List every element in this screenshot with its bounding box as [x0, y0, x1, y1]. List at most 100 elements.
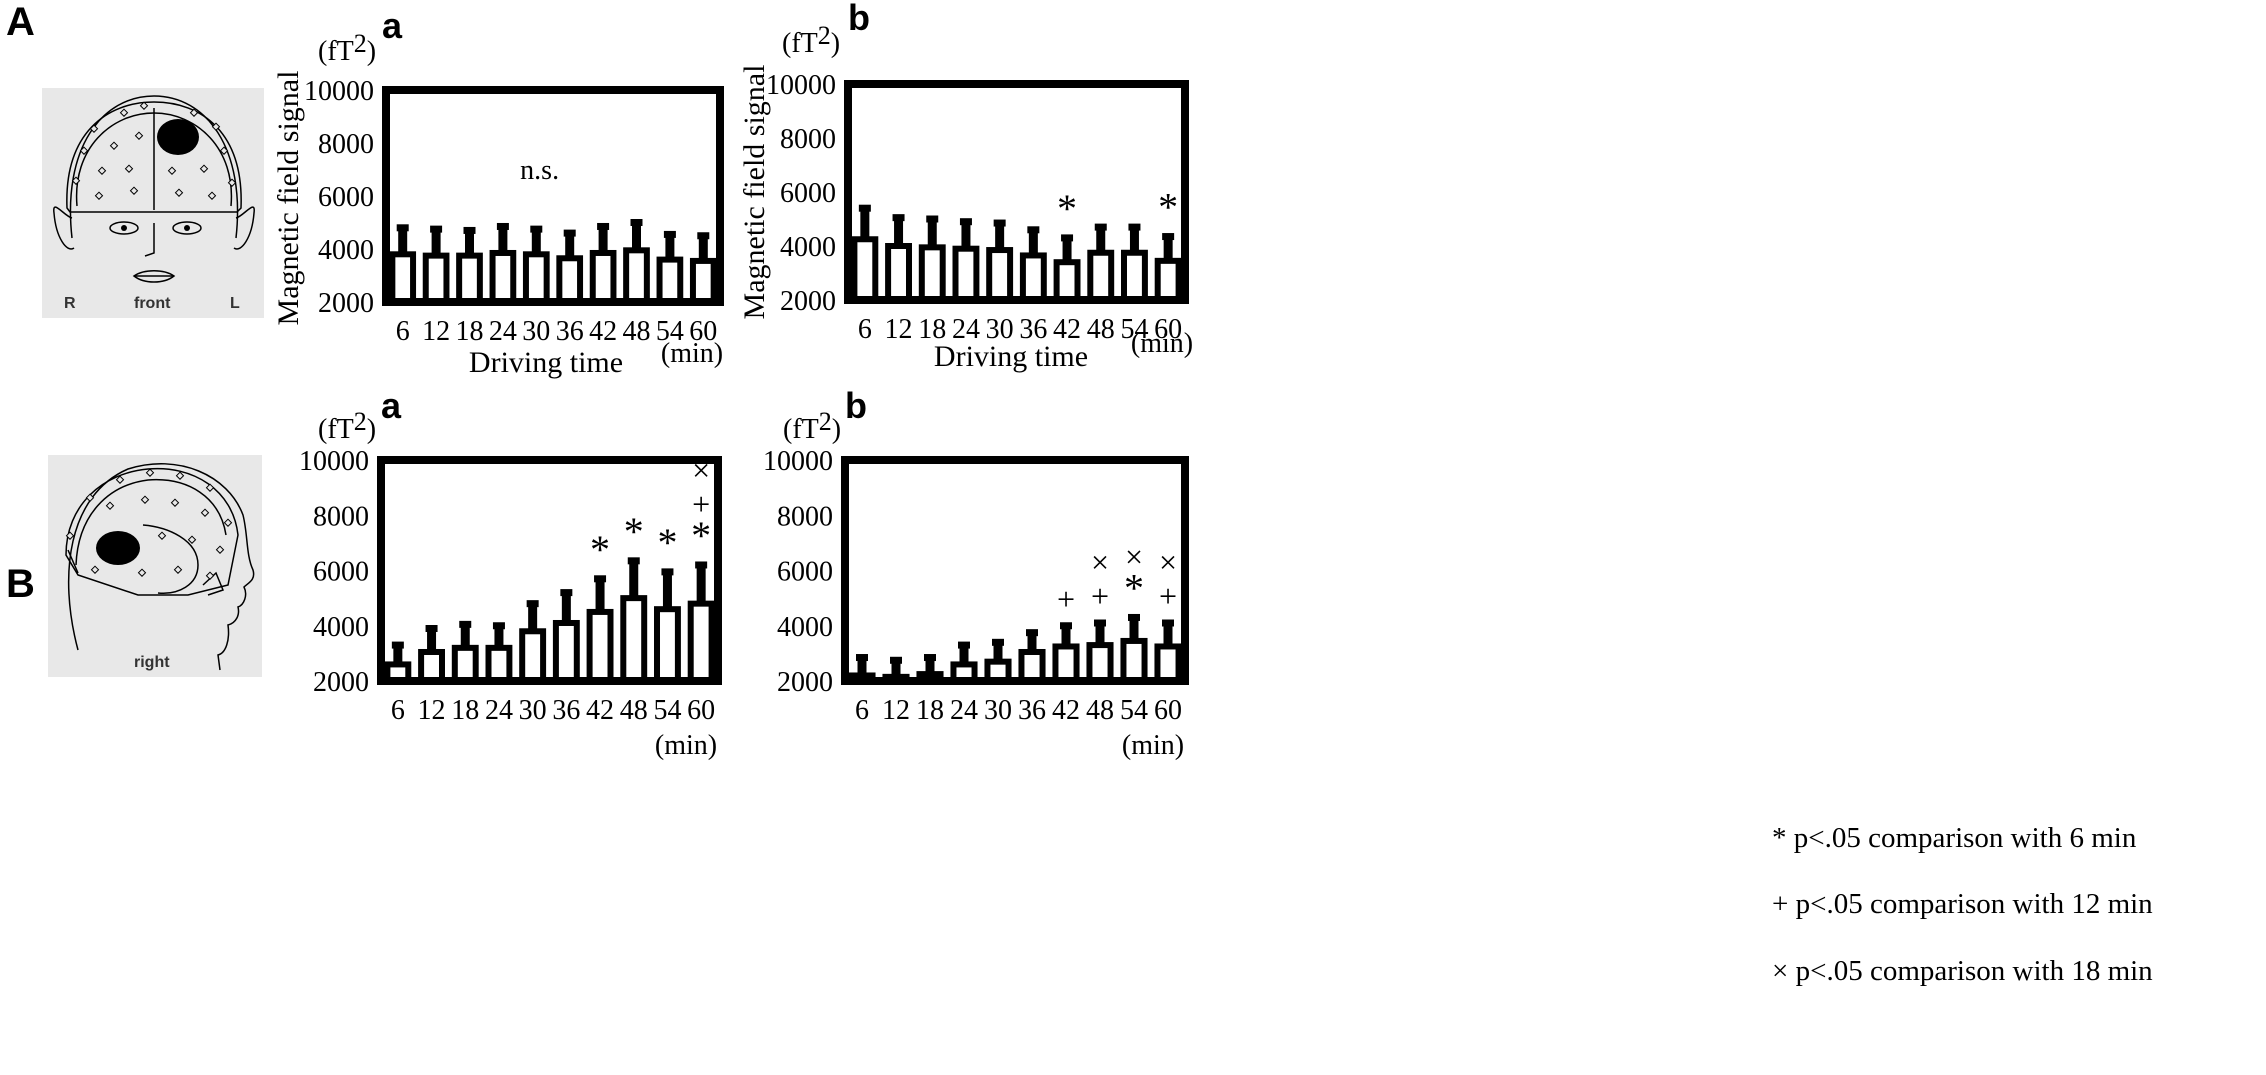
A-a-xtick-6: 6 — [396, 316, 410, 347]
B-b-unit-label: (fT2) — [783, 407, 841, 445]
A-a-xunit: (min) — [661, 338, 723, 369]
B-a-subtitle: a — [381, 385, 402, 426]
A-a-ylabel: Magnetic field signal — [272, 71, 305, 326]
A-a-bar-18 — [456, 252, 483, 305]
panel-letter-A: A — [6, 0, 35, 44]
A-a-bar-24 — [489, 249, 517, 306]
B-b-xtick-12: 12 — [882, 695, 910, 726]
sensor-points — [65, 468, 233, 580]
B-a-bar-24 — [485, 644, 513, 684]
B-a-xtick-36: 36 — [552, 695, 580, 726]
A-a-xtick-48: 48 — [623, 316, 651, 347]
B-a-bar-60 — [687, 600, 715, 685]
A-a-xtick-54: 54 — [656, 316, 684, 347]
A-a-bar-42 — [589, 249, 617, 306]
B-b-subtitle: b — [845, 385, 867, 426]
A-b-bar-12 — [885, 243, 912, 303]
B-a-plot-frame — [377, 456, 722, 685]
A-b-xtick-36: 36 — [1019, 314, 1047, 345]
B-a-xtick-24: 24 — [485, 695, 513, 726]
A-b-bar-48 — [1087, 249, 1115, 303]
B-b-sig-marker-60-0: + — [1159, 578, 1177, 614]
head-label-L: L — [230, 295, 240, 312]
B-b-bar-42 — [1052, 643, 1080, 684]
A-b-xtick-54: 54 — [1120, 314, 1148, 345]
activation-spot — [96, 531, 140, 565]
legend-item-18min: × p<.05 comparison with 18 min — [1772, 955, 2153, 987]
A-a-bar-54 — [656, 256, 684, 306]
B-b-bar-48 — [1086, 642, 1114, 685]
A-a-bar-36 — [556, 255, 584, 305]
B-a-ytick-6000: 6000 — [313, 557, 369, 588]
activation-spot — [157, 119, 199, 155]
A-a-bar-60 — [689, 257, 717, 305]
B-a-bar-12 — [418, 648, 445, 685]
B-b-xtick-30: 30 — [984, 695, 1012, 726]
head-label-right: right — [134, 654, 170, 671]
A-b-xtick-30: 30 — [986, 314, 1014, 345]
A-b-xtick-18: 18 — [918, 314, 946, 345]
B-b-ytick-4000: 4000 — [777, 612, 833, 643]
left-eye — [172, 221, 202, 235]
B-a-bar-48 — [620, 595, 648, 684]
B-b-ytick-10000: 10000 — [763, 446, 833, 477]
B-a-xtick-42: 42 — [586, 695, 614, 726]
head-outline — [69, 95, 239, 239]
B-a-bar-36 — [552, 619, 580, 684]
A-b-subtitle: b — [848, 0, 870, 38]
A-b-ytick-6000: 6000 — [780, 178, 836, 209]
A-b-xtick-6: 6 — [858, 314, 872, 345]
nose — [144, 223, 155, 257]
A-b-xlabel: Driving time — [934, 340, 1088, 373]
head-label-R: R — [64, 295, 76, 312]
B-a-sig-marker-42-0: * — [590, 527, 610, 572]
B-a-ytick-10000: 10000 — [299, 446, 369, 477]
A-b-sig-marker-42-0: * — [1057, 186, 1077, 231]
A-b-bar-18 — [918, 244, 946, 304]
B-b-xtick-42: 42 — [1052, 695, 1080, 726]
A-b-bar-60 — [1154, 257, 1182, 304]
B-a-bar-30 — [519, 628, 547, 685]
A-b-sig-marker-60-0: * — [1158, 185, 1178, 230]
B-a-sig-marker-60-0: * — [691, 513, 711, 558]
panel-letter-B: B — [6, 562, 35, 606]
A-a-ytick-8000: 8000 — [318, 129, 374, 160]
A-b-xunit: (min) — [1131, 328, 1193, 359]
A-a-annotation-0: n.s. — [520, 155, 559, 186]
A-a-ytick-6000: 6000 — [318, 182, 374, 213]
A-a-plot-frame — [382, 86, 724, 306]
legend-item-12min: + p<.05 comparison with 12 min — [1772, 888, 2153, 920]
A-b-bar-6 — [851, 236, 879, 303]
B-b-sig-marker-48-0: + — [1091, 578, 1109, 614]
B-b-xunit: (min) — [1122, 730, 1184, 761]
B-b-xtick-24: 24 — [950, 695, 978, 726]
A-b-xtick-48: 48 — [1087, 314, 1115, 345]
A-b-ylabel: Magnetic field signal — [738, 65, 771, 320]
A-b-xtick-42: 42 — [1053, 314, 1081, 345]
A-a-bar-6 — [389, 251, 417, 306]
A-b-bar-54 — [1121, 249, 1148, 303]
A-a-ytick-2000: 2000 — [318, 288, 374, 319]
A-a-ytick-4000: 4000 — [318, 235, 374, 266]
head-side-illustration: right — [65, 462, 255, 671]
legend-item-6min: * p<.05 comparison with 6 min — [1772, 822, 2137, 854]
right-eye — [109, 221, 139, 235]
A-b-bar-36 — [1019, 252, 1047, 303]
left-ear — [233, 206, 255, 250]
B-a-ytick-8000: 8000 — [313, 501, 369, 532]
B-b-sig-marker-48-1: × — [1091, 544, 1109, 580]
A-b-bar-30 — [986, 247, 1014, 304]
B-a-xtick-30: 30 — [519, 695, 547, 726]
A-b-bar-42 — [1053, 259, 1081, 304]
A-a-ytick-10000: 10000 — [304, 76, 374, 107]
sensor-points — [71, 101, 237, 200]
A-a-xtick-24: 24 — [489, 316, 517, 347]
A-a-xlabel: Driving time — [469, 346, 623, 379]
B-b-xtick-18: 18 — [916, 695, 944, 726]
A-a-bar-48 — [623, 247, 650, 305]
A-b-ytick-10000: 10000 — [766, 70, 836, 101]
B-a-bar-42 — [586, 608, 614, 684]
head-front-illustration: R front L — [53, 95, 255, 312]
B-b-xtick-54: 54 — [1120, 695, 1148, 726]
A-b-ytick-8000: 8000 — [780, 124, 836, 155]
